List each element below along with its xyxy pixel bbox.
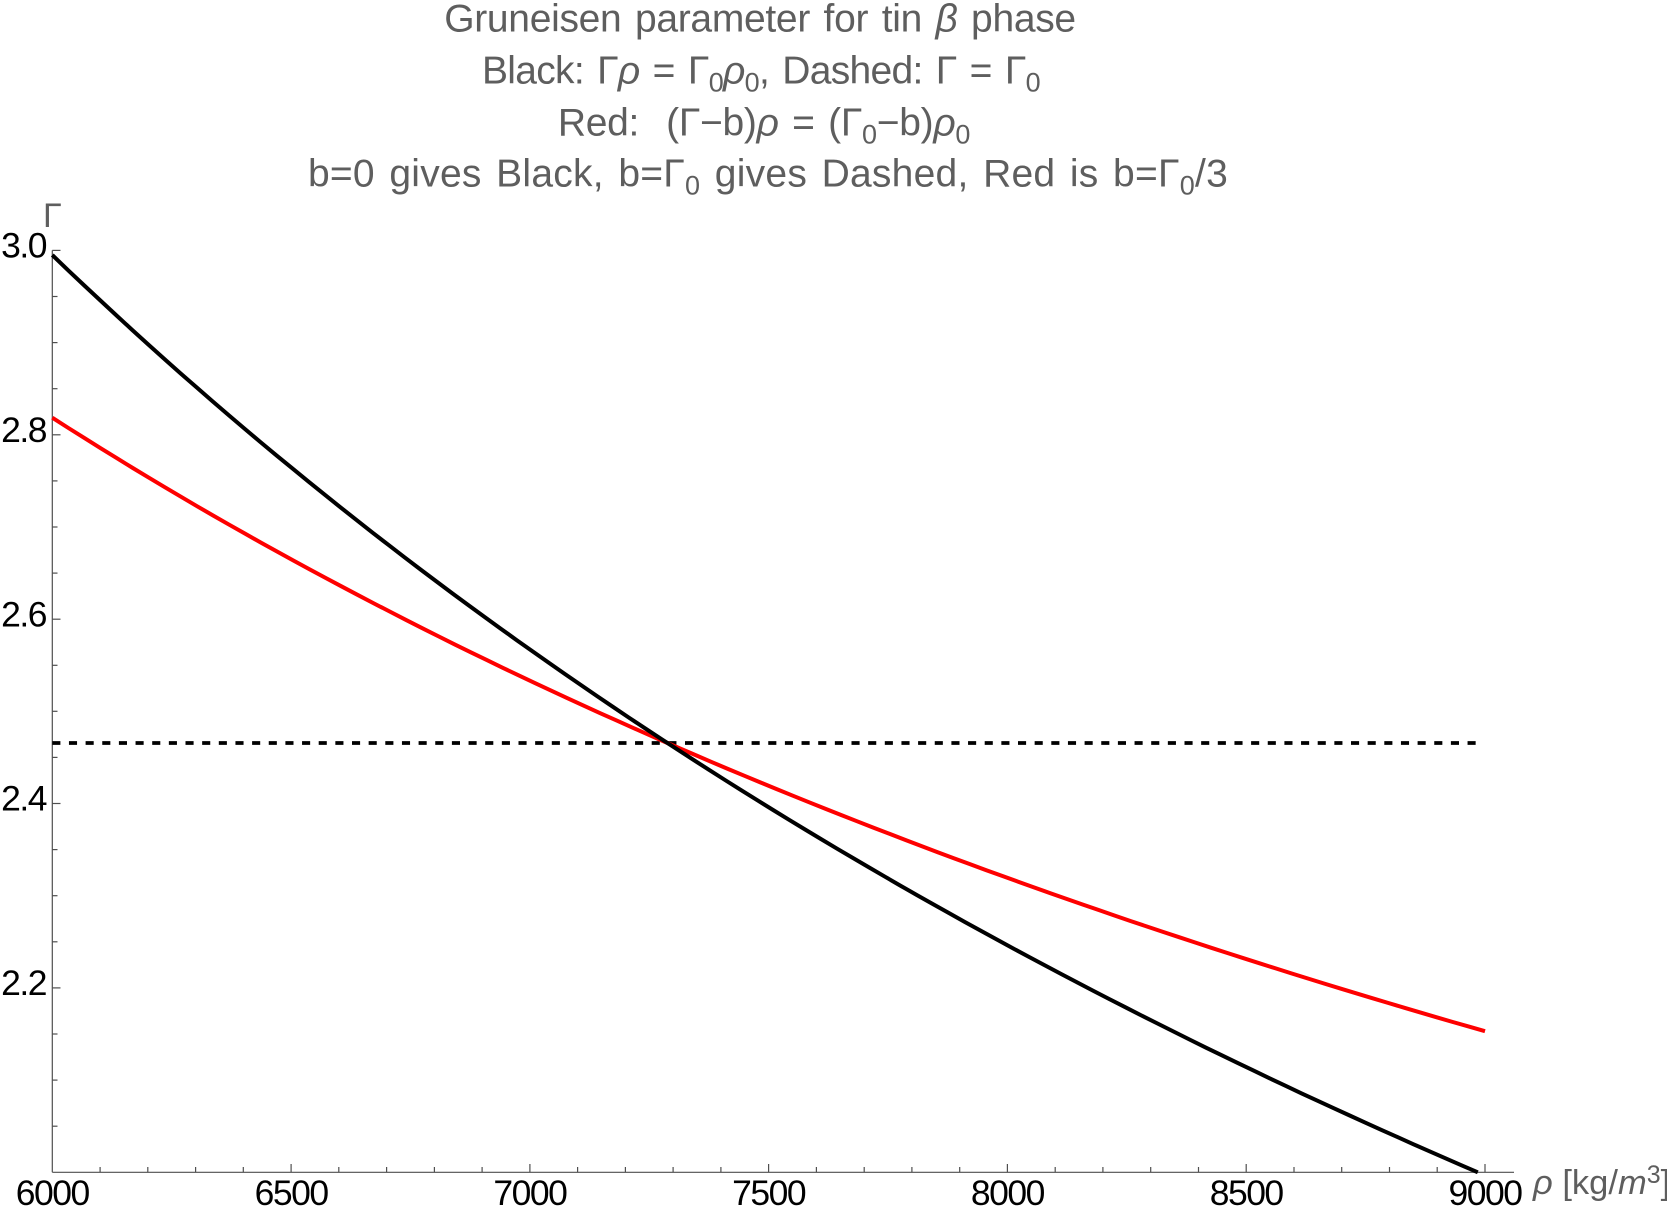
svg-text:3.0: 3.0 [1,226,47,266]
svg-text:6500: 6500 [255,1173,329,1213]
svg-text:8500: 8500 [1210,1173,1284,1213]
svg-text:ρ [kg/m3]: ρ [kg/m3] [1532,1161,1667,1202]
svg-text:8000: 8000 [971,1173,1045,1213]
svg-text:9000: 9000 [1449,1173,1523,1213]
svg-text:Red: (Γ−b)ρ = (Γ0−b)ρ0: Red: (Γ−b)ρ = (Γ0−b)ρ0 [558,101,970,149]
svg-text:Gruneisen parameter for tin β: Gruneisen parameter for tin β phase [444,0,1076,41]
svg-text:Black: Γρ = Γ0ρ0, Dashed: Γ =: Black: Γρ = Γ0ρ0, Dashed: Γ = Γ0 [482,49,1040,97]
svg-text:2.4: 2.4 [1,779,47,819]
svg-text:b=0 gives Black, b=Γ0 gives Da: b=0 gives Black, b=Γ0 gives Dashed, Red … [308,152,1228,200]
svg-text:7500: 7500 [732,1173,806,1213]
svg-text:Γ: Γ [43,197,61,235]
svg-text:7000: 7000 [493,1173,567,1213]
svg-text:6000: 6000 [16,1173,90,1213]
svg-text:2.2: 2.2 [1,963,46,1003]
svg-text:2.6: 2.6 [1,594,47,634]
svg-text:2.8: 2.8 [1,410,47,450]
